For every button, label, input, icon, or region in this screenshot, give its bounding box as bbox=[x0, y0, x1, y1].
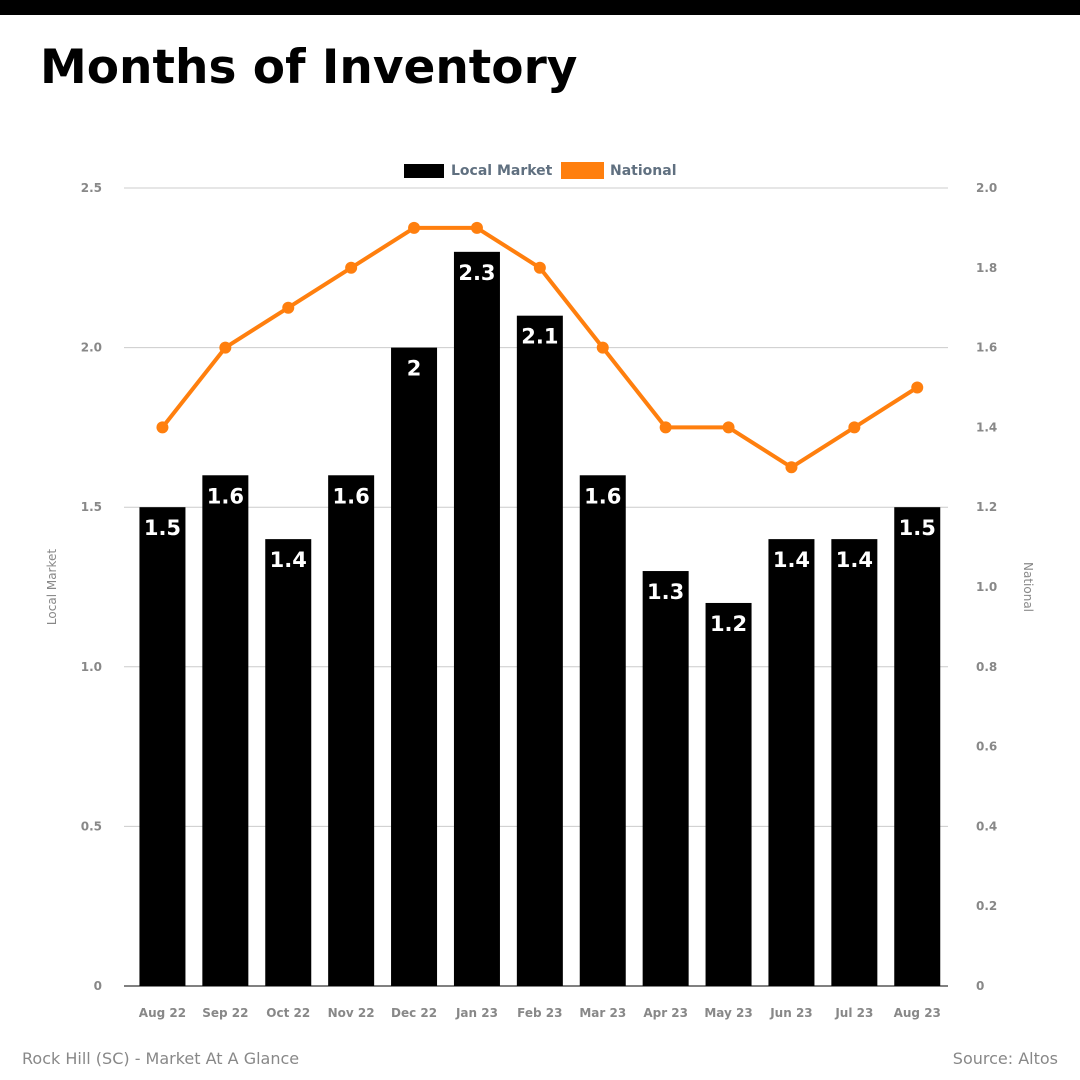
labels-layer: 1.5 1.6 1.4 1.6 2 2.3 2.1 1.6 1.3 1.2 1.4 1.4 1.5 bbox=[144, 261, 936, 636]
x-tick-label: May 23 bbox=[704, 1006, 752, 1020]
bar-value-label: 2.1 bbox=[521, 325, 558, 349]
local-market-bar bbox=[894, 507, 941, 986]
local-market-bar bbox=[391, 347, 438, 987]
national-point bbox=[219, 341, 232, 354]
bar-value-label: 2.3 bbox=[458, 261, 495, 285]
local-market-bar bbox=[831, 539, 878, 986]
line-layer bbox=[156, 221, 924, 474]
bar-value-label: 2 bbox=[407, 357, 422, 381]
x-tick-label: Mar 23 bbox=[579, 1006, 626, 1020]
y-tick-label-right: 0 bbox=[976, 979, 984, 993]
x-tick-label: Aug 22 bbox=[139, 1006, 186, 1020]
local-market-bar bbox=[642, 571, 689, 986]
y-tick-label-right: 0.8 bbox=[976, 660, 997, 674]
local-market-bar bbox=[768, 539, 815, 986]
axes-layer: 00.51.01.52.02.500.20.40.60.81.01.21.41.… bbox=[45, 181, 1035, 1020]
y-tick-label-right: 0.2 bbox=[976, 899, 997, 913]
national-point bbox=[156, 421, 169, 434]
footer-source: Source: Altos bbox=[952, 1049, 1058, 1068]
national-point bbox=[659, 421, 672, 434]
national-point bbox=[470, 221, 483, 234]
y-tick-label-right: 1.8 bbox=[976, 261, 997, 275]
bar-value-label: 1.6 bbox=[333, 484, 370, 508]
legend-label-national: National bbox=[610, 163, 677, 179]
y-tick-label-left: 0 bbox=[94, 979, 102, 993]
y-tick-label-right: 0.4 bbox=[976, 819, 997, 833]
bar-value-label: 1.4 bbox=[836, 548, 873, 572]
local-market-bar bbox=[705, 602, 752, 986]
y-tick-label-left: 1.0 bbox=[81, 660, 102, 674]
local-market-bar bbox=[265, 539, 312, 986]
national-point bbox=[533, 261, 546, 274]
bars-layer bbox=[139, 251, 941, 987]
x-tick-label: Oct 22 bbox=[266, 1006, 310, 1020]
top-bar bbox=[0, 0, 1080, 15]
bar-value-label: 1.6 bbox=[584, 484, 621, 508]
legend-swatch-national bbox=[561, 162, 604, 179]
legend-label-local-market: Local Market bbox=[451, 163, 553, 179]
national-point bbox=[785, 461, 798, 474]
y-axis-title-right: National bbox=[1021, 562, 1035, 612]
local-market-bar bbox=[453, 251, 500, 987]
y-tick-label-right: 0.6 bbox=[976, 740, 997, 754]
local-market-bar bbox=[328, 475, 375, 986]
bar-value-label: 1.4 bbox=[773, 548, 810, 572]
x-tick-label: Jun 23 bbox=[769, 1006, 812, 1020]
x-tick-label: Jul 23 bbox=[834, 1006, 873, 1020]
x-tick-label: Sep 22 bbox=[202, 1006, 248, 1020]
bar-value-label: 1.6 bbox=[207, 484, 244, 508]
page-title: Months of Inventory bbox=[40, 40, 578, 95]
x-tick-label: Apr 23 bbox=[643, 1006, 688, 1020]
local-market-bar bbox=[139, 507, 186, 986]
bar-value-label: 1.5 bbox=[899, 516, 936, 540]
bar-value-label: 1.4 bbox=[270, 548, 307, 572]
x-tick-label: Dec 22 bbox=[391, 1006, 437, 1020]
x-tick-label: Jan 23 bbox=[455, 1006, 498, 1020]
x-tick-label: Aug 23 bbox=[894, 1006, 941, 1020]
national-point bbox=[848, 421, 861, 434]
x-tick-label: Nov 22 bbox=[328, 1006, 375, 1020]
national-point bbox=[722, 421, 735, 434]
bar-value-label: 1.3 bbox=[647, 580, 684, 604]
y-tick-label-right: 2.0 bbox=[976, 181, 997, 195]
y-tick-label-right: 1.4 bbox=[976, 420, 997, 434]
y-tick-label-right: 1.0 bbox=[976, 580, 997, 594]
y-tick-label-right: 1.6 bbox=[976, 341, 997, 355]
national-point bbox=[911, 381, 924, 394]
bar-value-label: 1.2 bbox=[710, 612, 747, 636]
y-tick-label-left: 1.5 bbox=[81, 500, 102, 514]
local-market-bar bbox=[202, 475, 249, 986]
bar-value-label: 1.5 bbox=[144, 516, 181, 540]
national-point bbox=[596, 341, 609, 354]
x-tick-label: Feb 23 bbox=[517, 1006, 562, 1020]
y-tick-label-left: 2.5 bbox=[81, 181, 102, 195]
local-market-bar bbox=[516, 315, 563, 986]
legend-swatch-local-market bbox=[404, 164, 444, 178]
footer-market-label: Rock Hill (SC) - Market At A Glance bbox=[22, 1049, 300, 1068]
local-market-bar bbox=[579, 475, 626, 986]
y-tick-label-left: 2.0 bbox=[81, 341, 102, 355]
y-axis-title-left: Local Market bbox=[45, 549, 59, 625]
chart-legend: Local Market National bbox=[404, 162, 677, 179]
national-point bbox=[345, 261, 358, 274]
national-point bbox=[282, 301, 295, 314]
y-tick-label-left: 0.5 bbox=[81, 819, 102, 833]
national-point bbox=[408, 221, 421, 234]
y-tick-label-right: 1.2 bbox=[976, 500, 997, 514]
